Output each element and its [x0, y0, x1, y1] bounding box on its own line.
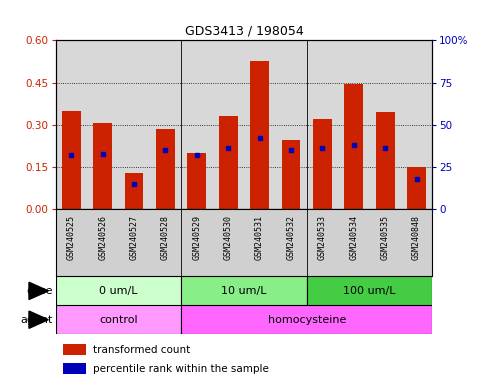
Text: GSM240527: GSM240527 [129, 215, 139, 260]
Text: transformed count: transformed count [93, 345, 190, 355]
Polygon shape [29, 311, 48, 328]
Text: GSM240526: GSM240526 [98, 215, 107, 260]
Bar [376, 112, 395, 209]
Bar [407, 167, 426, 209]
Text: GSM240531: GSM240531 [255, 215, 264, 260]
Text: homocysteine: homocysteine [268, 314, 346, 325]
Text: dose: dose [27, 286, 53, 296]
Bar [93, 123, 112, 209]
Bar [125, 173, 143, 209]
Bar [56, 305, 181, 334]
Text: GSM240534: GSM240534 [349, 215, 358, 260]
Text: GSM240532: GSM240532 [286, 215, 296, 260]
Bar [250, 61, 269, 209]
Bar [282, 140, 300, 209]
Bar [344, 84, 363, 209]
Text: 10 um/L: 10 um/L [221, 286, 267, 296]
Bar [56, 276, 181, 305]
Bar [181, 276, 307, 305]
Text: percentile rank within the sample: percentile rank within the sample [93, 364, 269, 374]
Text: GSM240535: GSM240535 [381, 215, 390, 260]
Bar [181, 305, 432, 334]
Bar [63, 363, 85, 374]
Text: agent: agent [21, 314, 53, 325]
Bar [62, 111, 81, 209]
Text: control: control [99, 314, 138, 325]
Text: GSM240848: GSM240848 [412, 215, 421, 260]
Text: 100 um/L: 100 um/L [343, 286, 396, 296]
Text: GSM240533: GSM240533 [318, 215, 327, 260]
Bar [156, 129, 175, 209]
Bar [313, 119, 332, 209]
Bar [187, 153, 206, 209]
Polygon shape [29, 282, 48, 300]
Bar [219, 116, 238, 209]
Text: GSM240530: GSM240530 [224, 215, 233, 260]
Text: GSM240528: GSM240528 [161, 215, 170, 260]
Text: GSM240529: GSM240529 [192, 215, 201, 260]
Title: GDS3413 / 198054: GDS3413 / 198054 [185, 25, 303, 38]
Text: GSM240525: GSM240525 [67, 215, 76, 260]
Bar [307, 276, 432, 305]
Bar [63, 344, 85, 355]
Text: 0 um/L: 0 um/L [99, 286, 138, 296]
